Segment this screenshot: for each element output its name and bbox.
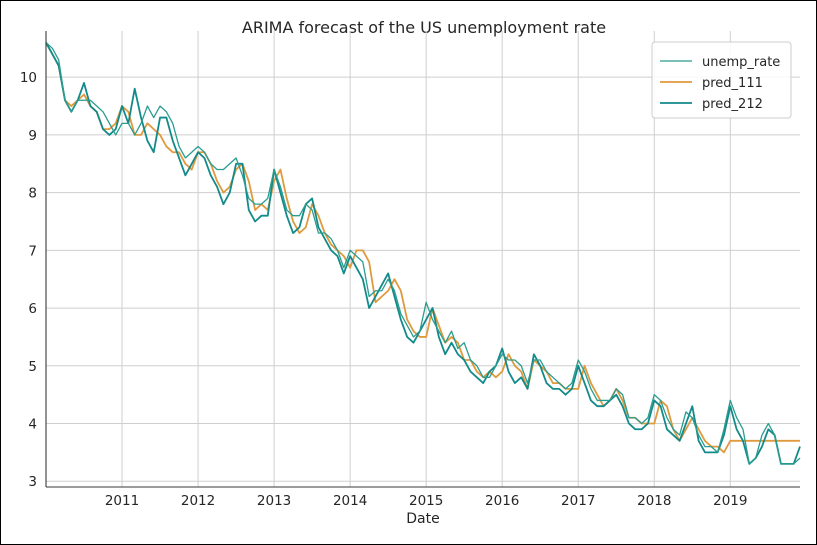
y-tick-label: 10 — [20, 70, 37, 86]
y-tick-label: 7 — [28, 243, 37, 259]
y-tick-label: 5 — [28, 359, 37, 375]
legend: unemp_rate pred_111 pred_212 — [651, 41, 792, 119]
x-tick-label: 2011 — [105, 493, 139, 509]
legend-label: pred_111 — [702, 76, 763, 91]
series-line-pred-111 — [45, 42, 800, 454]
x-tick-label: 2015 — [409, 493, 443, 509]
x-tick-label: 2012 — [181, 493, 215, 509]
y-tick-label: 6 — [28, 301, 37, 317]
x-tick-labels: 2011 2012 2013 2014 2015 2016 2017 2018 2019 — [105, 493, 748, 509]
y-tick-label: 3 — [28, 474, 37, 490]
x-tick-label: 2013 — [257, 493, 291, 509]
legend-label: pred_212 — [702, 97, 763, 112]
x-tick-label: 2017 — [561, 493, 595, 509]
x-axis-label: Date — [406, 511, 439, 527]
chart-title: ARIMA forecast of the US unemployment ra… — [242, 18, 606, 37]
legend-label: unemp_rate — [702, 55, 780, 70]
y-tick-labels: 3 4 5 6 7 8 9 10 — [20, 70, 37, 490]
x-tick-label: 2016 — [485, 493, 519, 509]
series-line-unemp-rate — [45, 42, 801, 465]
x-tick-label: 2019 — [713, 493, 747, 509]
y-tick-label: 4 — [28, 417, 37, 433]
x-tick-label: 2018 — [637, 493, 671, 509]
x-tick-label: 2014 — [333, 493, 367, 509]
y-tick-label: 8 — [28, 186, 37, 202]
grid-lines — [46, 31, 800, 487]
y-tick-label: 9 — [28, 128, 37, 144]
series-lines — [45, 42, 801, 465]
series-line-pred-212 — [45, 42, 801, 465]
